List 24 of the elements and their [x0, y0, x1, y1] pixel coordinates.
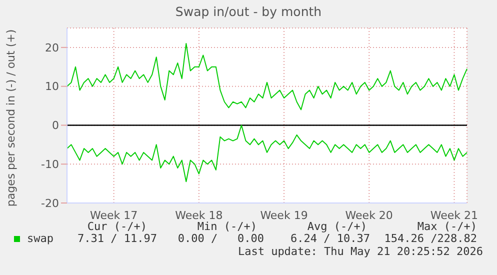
line-series	[66, 124, 468, 182]
y-tick-label: 20	[45, 41, 59, 54]
x-tick-label: Week 20	[345, 208, 393, 222]
line-series	[66, 43, 468, 110]
x-tick-label: Week 18	[175, 208, 223, 222]
text: 6.24 / 10.37	[290, 232, 370, 245]
chart-title: Swap in/out - by month	[174, 4, 323, 19]
text: Avg (-/+)	[307, 220, 367, 233]
x-tick-label: Week 21	[430, 208, 478, 222]
y-tick-label: 0	[52, 119, 59, 132]
text: 7.31 / 11.97	[78, 232, 157, 245]
y-tick-label: -10	[41, 158, 59, 172]
text: Max (-/+)	[417, 220, 477, 233]
text: Min (-/+)	[197, 220, 257, 233]
y-tick-label: 10	[45, 80, 59, 94]
legend-label: swap	[27, 232, 54, 245]
text: 0.00 / 0.00	[178, 232, 264, 245]
text: Cur (-/+)	[87, 220, 147, 233]
x-tick-label: Week 19	[260, 208, 308, 222]
y-tick-label: -20	[41, 196, 59, 210]
y-axis-title: pages per second in (-) / out (+)	[4, 29, 18, 207]
x-tick-label: Week 17	[90, 208, 138, 222]
text: Last update: Thu May 21 20:25:52 2026	[238, 245, 483, 258]
text: 154.26 /228.82	[384, 232, 477, 245]
